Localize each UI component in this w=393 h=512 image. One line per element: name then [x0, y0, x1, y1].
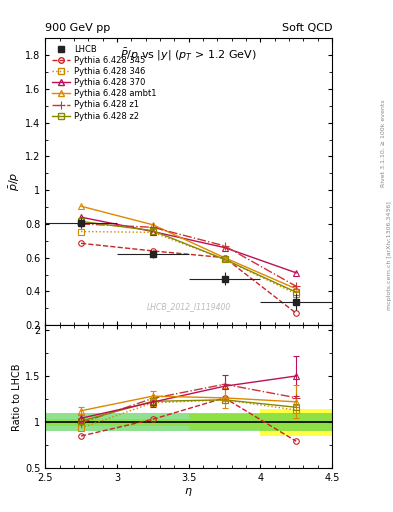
Text: Soft QCD: Soft QCD: [282, 23, 332, 33]
Text: mcplots.cern.ch [arXiv:1306.3436]: mcplots.cern.ch [arXiv:1306.3436]: [387, 202, 391, 310]
Text: 900 GeV pp: 900 GeV pp: [45, 23, 110, 33]
Y-axis label: Ratio to LHCB: Ratio to LHCB: [12, 363, 22, 431]
Y-axis label: $\bar{p}/p$: $\bar{p}/p$: [8, 172, 22, 191]
Legend: LHCB, Pythia 6.428 345, Pythia 6.428 346, Pythia 6.428 370, Pythia 6.428 ambt1, : LHCB, Pythia 6.428 345, Pythia 6.428 346…: [50, 42, 160, 123]
Text: LHCB_2012_I1119400: LHCB_2012_I1119400: [147, 302, 231, 311]
X-axis label: $\eta$: $\eta$: [184, 486, 193, 498]
Text: $\bar{P}/p$ vs $|y|$ ($p_T$ > 1.2 GeV): $\bar{P}/p$ vs $|y|$ ($p_T$ > 1.2 GeV): [120, 47, 257, 63]
Text: Rivet 3.1.10, ≥ 100k events: Rivet 3.1.10, ≥ 100k events: [381, 99, 386, 187]
